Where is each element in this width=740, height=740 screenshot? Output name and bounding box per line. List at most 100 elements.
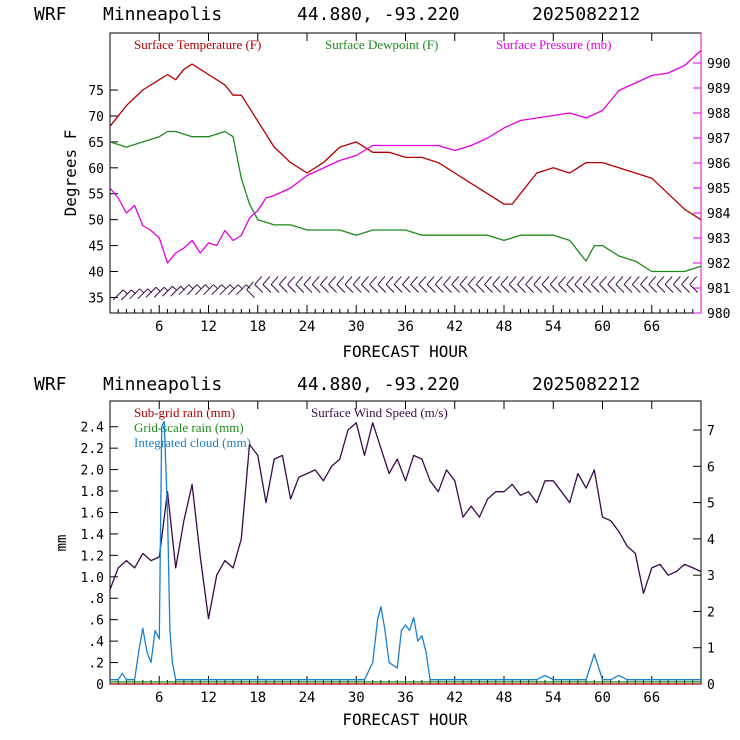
y-right-tick-label: 984: [707, 207, 731, 222]
chart2-x-axis-label: FORECAST HOUR: [342, 710, 468, 729]
wind-barb: [328, 276, 337, 293]
y-right-tick-label: 990: [707, 57, 730, 72]
y-left-tick-label: 2.4: [81, 421, 105, 436]
y-right-tick-label: 989: [707, 82, 730, 97]
x-tick-label: 60: [594, 319, 611, 335]
wind-barb: [393, 276, 403, 293]
wind-barb: [219, 284, 235, 296]
wind-barb: [475, 276, 485, 293]
wind-barb: [287, 276, 296, 293]
wind-barb: [656, 276, 666, 293]
series-surface-wind-speed: [109, 422, 702, 620]
wind-barb: [377, 276, 387, 293]
y-left-tick-label: .2: [88, 657, 104, 672]
series-surface-pressure: [109, 50, 702, 264]
y-right-tick-label: 982: [707, 257, 730, 272]
wind-barb: [162, 285, 177, 297]
y-right-tick-label: 0: [707, 678, 715, 693]
wind-barb: [623, 276, 633, 293]
wind-barb: [590, 276, 600, 293]
wind-barb: [203, 284, 218, 296]
y-left-tick-label: 65: [88, 136, 104, 151]
chart1-header: WRF Minneapolis 44.880, -93.220 20250822…: [34, 4, 640, 25]
x-tick-label: 30: [348, 319, 365, 335]
wind-barb: [194, 284, 210, 296]
wind-barb: [270, 276, 280, 293]
x-tick-label: 42: [446, 319, 463, 335]
wind-barb: [369, 276, 379, 293]
chart1-y-axis-label: Degrees F: [61, 130, 80, 217]
x-tick-label: 36: [397, 690, 414, 706]
x-tick-label: 18: [249, 690, 266, 706]
wind-barb: [227, 284, 243, 296]
wind-barb: [278, 276, 288, 293]
wind-barb: [186, 284, 202, 296]
wind-barb: [402, 276, 411, 293]
wind-barb: [566, 276, 576, 293]
wind-barb: [500, 276, 510, 293]
wind-barb: [681, 276, 690, 293]
y-left-tick-label: 1.6: [81, 506, 104, 521]
x-tick-label: 54: [545, 690, 562, 706]
y-left-tick-label: 70: [88, 110, 104, 125]
wind-barb: [129, 288, 144, 300]
chart1-plot-frame: [109, 32, 702, 314]
x-tick-label: 66: [643, 319, 660, 335]
wind-barb: [254, 276, 264, 293]
x-tick-label: 48: [496, 319, 513, 335]
y-right-tick-label: 988: [707, 107, 730, 122]
y-left-tick-label: 1.4: [81, 528, 105, 543]
header-init-time: 2025082212: [532, 374, 640, 395]
wind-barb: [246, 281, 255, 299]
y-right-tick-label: 6: [707, 460, 715, 475]
chart2-y-axis-label: mm: [54, 535, 70, 552]
header-model: WRF: [34, 4, 67, 25]
x-tick-label: 42: [446, 690, 463, 706]
x-tick-label: 54: [545, 319, 562, 335]
legend-surface-dewpoint: Surface Dewpoint (F): [325, 37, 438, 52]
wind-barb: [525, 276, 534, 293]
wind-barb: [410, 276, 420, 293]
wind-barb: [574, 276, 584, 293]
y-left-tick-label: .8: [88, 592, 104, 607]
y-left-tick-label: .6: [88, 614, 104, 629]
legend-surface-wind-speed: Surface Wind Speed (m/s): [311, 405, 448, 420]
wind-barb: [178, 284, 194, 296]
x-tick-label: 24: [299, 319, 316, 335]
y-left-tick-label: 75: [88, 84, 104, 99]
wind-barb: [582, 276, 592, 293]
y-left-tick-label: 1.0: [81, 571, 104, 586]
series-surface-dewpoint: [109, 130, 702, 273]
chart1-x-axis-label: FORECAST HOUR: [342, 342, 468, 361]
legend-integrated-cloud: Integrated cloud (mm): [134, 435, 251, 450]
header-model: WRF: [34, 374, 67, 395]
y-left-tick-label: 45: [88, 240, 104, 255]
y-left-tick-label: 2.2: [81, 442, 104, 457]
header-init-time: 2025082212: [532, 4, 640, 25]
y-right-tick-label: 7: [707, 424, 715, 439]
legend-surface-pressure: Surface Pressure (mb): [496, 37, 612, 52]
wind-barb: [211, 284, 227, 296]
wind-barb: [451, 276, 461, 293]
chart2-header: WRF Minneapolis 44.880, -93.220 20250822…: [34, 374, 640, 395]
x-tick-label: 60: [594, 690, 611, 706]
x-tick-label: 6: [155, 690, 163, 706]
wind-barb: [467, 276, 477, 293]
wind-barb: [664, 276, 674, 293]
y-left-tick-label: .4: [88, 635, 104, 650]
wind-barb: [558, 276, 567, 293]
wind-barb: [484, 276, 493, 293]
wind-barb: [640, 276, 649, 293]
wind-barb: [615, 276, 625, 293]
legend-subgrid-rain: Sub-grid rain (mm): [134, 405, 235, 420]
y-left-tick-label: 2.0: [81, 464, 104, 479]
y-right-tick-label: 985: [707, 182, 730, 197]
wind-barb: [112, 289, 128, 301]
wind-barb: [533, 276, 543, 293]
wind-barb: [418, 276, 428, 293]
legend-surface-temperature: Surface Temperature (F): [134, 37, 261, 52]
y-right-tick-label: 980: [707, 307, 730, 322]
wind-barb: [344, 276, 354, 293]
wind-barb: [303, 276, 313, 293]
